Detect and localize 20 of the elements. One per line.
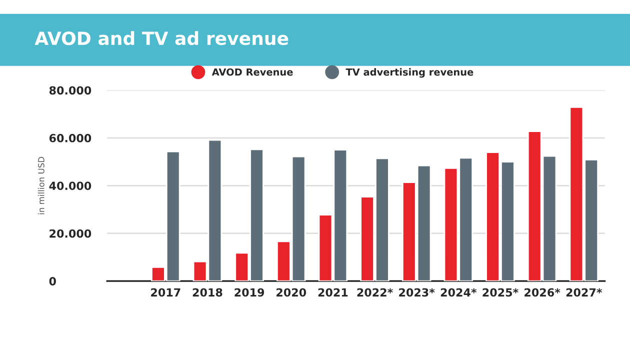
x-tick-label: 2026*	[524, 288, 560, 297]
x-tick-label: 2017	[151, 288, 180, 297]
x-tick-label: 2024*	[440, 288, 477, 297]
x-tick-label: 2019	[234, 288, 264, 297]
chart-title: AVOD and TV ad revenue	[34, 31, 288, 46]
x-tick-label: 2023*	[399, 288, 435, 297]
legend-label: AVOD Revenue	[212, 68, 293, 76]
x-tick-label: 2025*	[482, 288, 518, 297]
x-tick-label: 2020	[276, 288, 306, 297]
y-tick-label: 60.000	[49, 134, 92, 142]
legend-label: TV advertising revenue	[346, 68, 474, 78]
y-axis-title: in million USD	[38, 156, 44, 214]
x-tick-label: 2022*	[357, 288, 393, 297]
y-tick-label: 80.000	[49, 86, 92, 95]
y-tick-label: 0	[49, 277, 56, 286]
y-tick-label: 40.000	[49, 182, 92, 190]
x-tick-label: 2021	[318, 288, 348, 297]
y-tick-label: 20.000	[50, 229, 92, 238]
x-tick-label: 2018	[192, 288, 222, 297]
x-tick-label: 2027*	[566, 288, 602, 297]
